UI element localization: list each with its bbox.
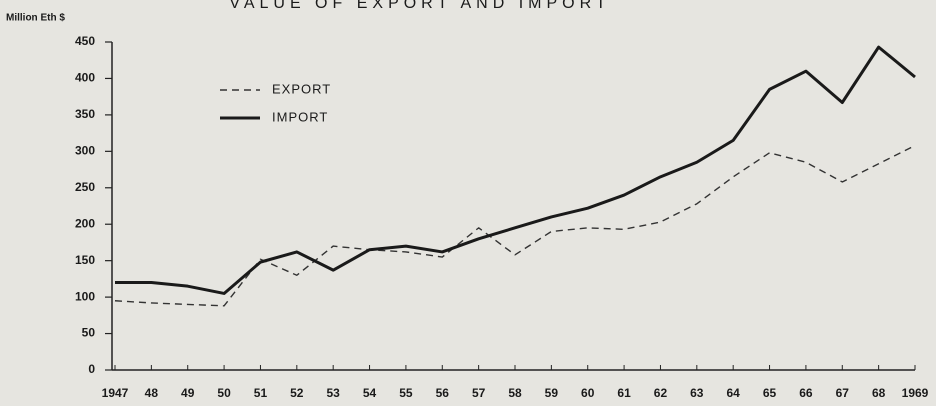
x-tick-label: 55 <box>399 386 413 400</box>
x-tick-label: 48 <box>145 386 159 400</box>
x-tick-label: 56 <box>436 386 450 400</box>
legend-label: EXPORT <box>272 81 331 96</box>
x-tick-label: 65 <box>763 386 777 400</box>
line-series <box>115 45 916 295</box>
x-tick-label: 51 <box>254 386 268 400</box>
x-tick-label: 53 <box>327 386 341 400</box>
y-axis-label: Million Eth $ <box>6 13 65 24</box>
chart-title: VALUE OF EXPORT AND IMPORT <box>229 0 610 12</box>
x-tick-label: 54 <box>363 386 377 400</box>
y-tick-label: 450 <box>75 34 95 48</box>
x-tick-label: 49 <box>181 386 195 400</box>
x-tick-label: 61 <box>617 386 631 400</box>
x-tick-label: 68 <box>872 386 886 400</box>
x-tick-label: 58 <box>508 386 522 400</box>
y-tick-label: 50 <box>82 326 96 340</box>
y-tick-label: 400 <box>75 71 95 85</box>
y-tick-label: 150 <box>75 253 95 267</box>
x-tick-label: 66 <box>799 386 813 400</box>
x-tick-label: 67 <box>836 386 850 400</box>
x-tick-label: 57 <box>472 386 486 400</box>
legend-label: IMPORT <box>272 109 328 124</box>
x-tick-label: 50 <box>217 386 231 400</box>
y-tick-label: 100 <box>75 289 95 303</box>
y-tick-label: 300 <box>75 144 95 158</box>
x-tick-label: 64 <box>727 386 741 400</box>
x-tick-label: 52 <box>290 386 304 400</box>
x-tick-label: 62 <box>654 386 668 400</box>
x-tick-label: 1947 <box>102 386 129 400</box>
x-tick-label: 59 <box>545 386 559 400</box>
line-series <box>114 144 916 307</box>
x-tick-label: 1969 <box>902 386 929 400</box>
y-tick-label: 250 <box>75 180 95 194</box>
x-tick-label: 60 <box>581 386 595 400</box>
y-tick-label: 200 <box>75 216 95 230</box>
y-tick-label: 0 <box>88 362 95 376</box>
y-tick-label: 350 <box>75 107 95 121</box>
x-tick-label: 63 <box>690 386 704 400</box>
